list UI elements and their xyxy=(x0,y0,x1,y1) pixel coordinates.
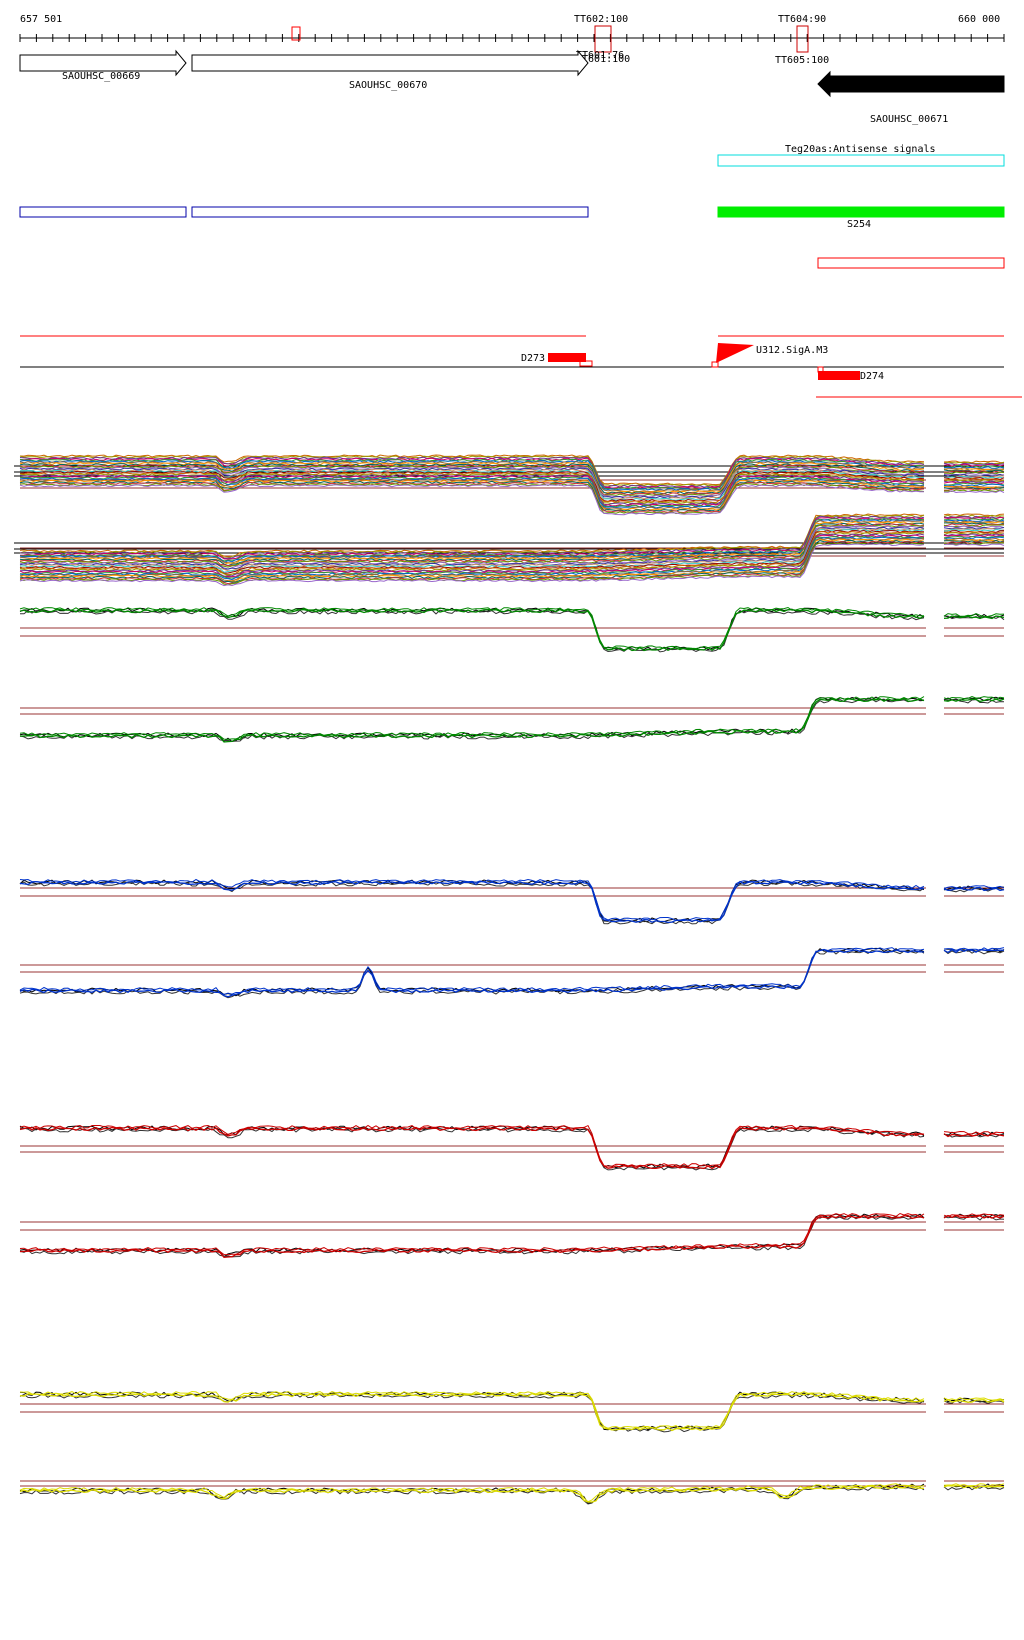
annotation-track: S254 xyxy=(19,206,1005,269)
expression-line xyxy=(19,465,1005,497)
expression-line xyxy=(19,948,1004,998)
d-feature-label: D274 xyxy=(860,371,884,382)
expression-line xyxy=(19,1213,1005,1258)
expression-panel-yellow-minus xyxy=(19,1480,1005,1505)
expression-line xyxy=(19,527,1005,572)
terminator-label: TT601:76 xyxy=(576,50,624,61)
d-feature-box[interactable] xyxy=(818,371,860,380)
expression-line xyxy=(19,467,1005,499)
expression-panel-multi-condition-plus xyxy=(14,454,1005,516)
expression-line xyxy=(19,949,1005,999)
expression-line xyxy=(19,606,1005,650)
d-feature-tick xyxy=(817,366,824,373)
expression-panel-blue-plus xyxy=(19,878,1005,925)
expression-line xyxy=(19,472,1005,504)
expression-line xyxy=(19,607,1005,651)
expression-line xyxy=(20,464,1005,496)
promoter-flag[interactable] xyxy=(716,343,754,363)
annotation-box[interactable] xyxy=(191,206,589,218)
expression-panel-red-minus xyxy=(19,1212,1005,1258)
regulatory-track: D273 U312.SigA.M3 D274 xyxy=(20,335,1022,398)
expression-line xyxy=(19,695,1005,740)
expression-line xyxy=(19,1212,1005,1256)
promoter-tick xyxy=(711,361,719,368)
gene-track: SAOUHSC_00669 SAOUHSC_00670 SAOUHSC_0067… xyxy=(19,49,1005,125)
coordinate-ruler: 657 501 660 000 TT602:100 TT601:76 TT601… xyxy=(19,14,1005,66)
d-feature-label: D273 xyxy=(521,353,545,364)
expression-panel-red-plus xyxy=(19,1124,1005,1171)
annotation-box[interactable] xyxy=(19,206,187,218)
ruler-ticks xyxy=(19,34,1005,42)
expression-line xyxy=(19,608,1005,652)
expression-line xyxy=(19,480,1005,512)
expression-line xyxy=(19,1390,1005,1429)
gene-arrow-minus[interactable] xyxy=(817,70,1005,98)
expression-line xyxy=(19,454,1005,486)
antisense-track: Teg20as:Antisense signals xyxy=(717,144,1005,167)
terminator-label: TT601:100 xyxy=(576,54,630,65)
expression-line xyxy=(19,483,1005,515)
expression-line xyxy=(19,458,1005,490)
terminator-mark[interactable] xyxy=(291,26,301,41)
gene-arrow-plus[interactable] xyxy=(191,49,589,77)
expression-line xyxy=(19,697,1005,743)
expression-line xyxy=(19,880,1005,924)
gene-arrow-plus[interactable] xyxy=(19,49,187,77)
d-feature-box[interactable] xyxy=(548,353,586,362)
expression-line xyxy=(19,532,1005,577)
gene-label: SAOUHSC_00671 xyxy=(870,114,948,125)
expression-line xyxy=(19,609,1005,653)
expression-panel-green-plus xyxy=(19,606,1005,653)
expression-tracks xyxy=(14,454,1005,1505)
expression-line xyxy=(19,1126,1005,1170)
terminator-mark[interactable] xyxy=(594,25,612,53)
terminator-label: TT602:100 xyxy=(574,14,628,25)
ruler-start-label: 657 501 xyxy=(20,14,62,25)
expression-line xyxy=(19,1393,1005,1433)
expression-line xyxy=(19,520,1005,564)
d-feature-tick xyxy=(579,360,593,367)
antisense-box[interactable] xyxy=(717,154,1005,167)
expression-line xyxy=(19,1485,1005,1505)
expression-panel-green-minus xyxy=(19,695,1005,743)
expression-line xyxy=(19,947,1005,995)
promoter-label: U312.SigA.M3 xyxy=(756,345,828,356)
expression-line xyxy=(19,484,1005,516)
srna-box[interactable] xyxy=(717,206,1005,218)
expression-line xyxy=(20,481,1005,514)
annotation-box[interactable] xyxy=(817,257,1005,269)
expression-panel-yellow-plus xyxy=(19,1390,1005,1433)
ruler-end-label: 660 000 xyxy=(958,14,1000,25)
antisense-label: Teg20as:Antisense signals xyxy=(785,144,936,155)
terminator-mark[interactable] xyxy=(796,25,809,53)
srna-label: S254 xyxy=(847,219,871,230)
expression-line xyxy=(19,878,1005,921)
expression-panel-blue-minus xyxy=(19,947,1005,999)
expression-line xyxy=(19,1485,1004,1503)
expression-line xyxy=(19,1392,1005,1432)
expression-line xyxy=(19,539,1005,583)
expression-line xyxy=(20,1127,1005,1171)
expression-line xyxy=(19,1125,1005,1169)
gene-label: SAOUHSC_00670 xyxy=(349,80,427,91)
expression-line xyxy=(19,543,1005,587)
expression-line xyxy=(19,1124,1005,1167)
terminator-label: TT604:90 xyxy=(778,14,826,25)
expression-line xyxy=(19,1483,1005,1503)
terminator-label: TT605:100 xyxy=(775,55,829,66)
gene-label: SAOUHSC_00669 xyxy=(62,71,140,82)
expression-panel-multi-condition-minus xyxy=(14,513,1005,587)
